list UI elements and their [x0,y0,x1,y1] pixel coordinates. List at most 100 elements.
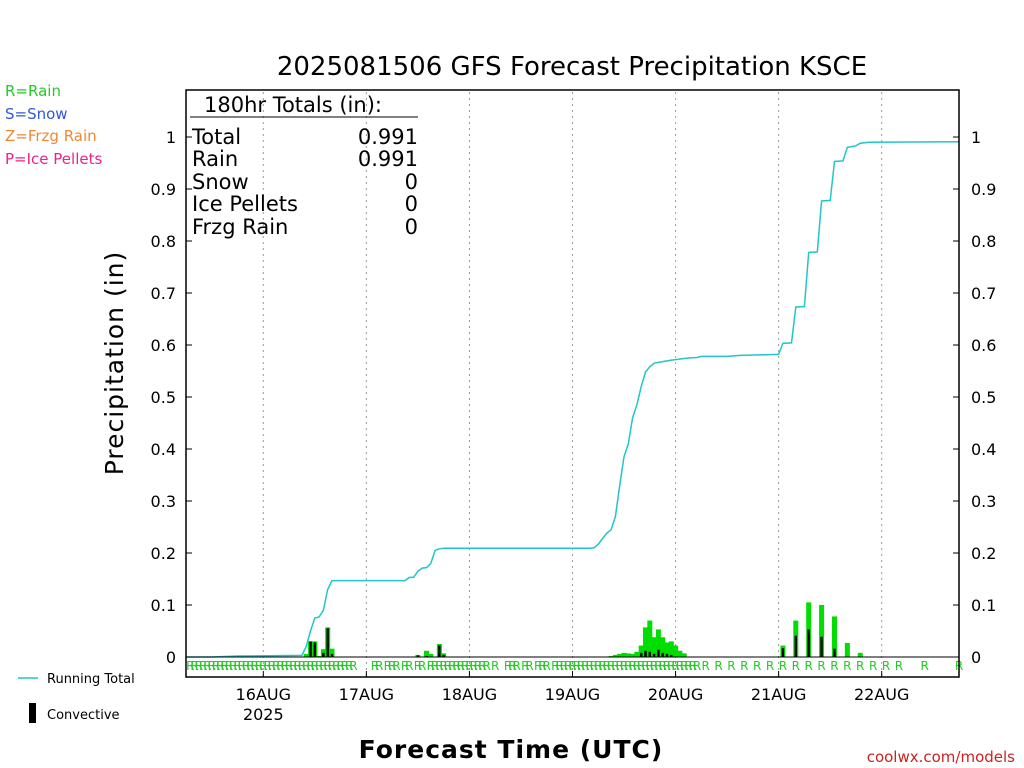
type-mark-rain: R [444,659,452,673]
type-mark-rain: R [306,659,314,673]
type-mark-rain: R [220,659,228,673]
type-mark-rain: R [671,659,679,673]
convective-bar [313,642,317,657]
x-tick-label: 16AUG [236,685,291,704]
type-mark-rain: R [246,659,254,673]
type-legend: R=Rain S=Snow Z=Frzg Rain P=Ice Pellets [5,82,102,168]
type-mark-rain: R [676,659,684,673]
y-tick-label-left: 0.2 [151,544,176,563]
type-mark-rain: R [482,659,490,673]
type-mark-rain: R [805,659,813,673]
type-mark-rain: R [448,659,456,673]
type-mark-rain: R [753,659,761,673]
totals-value-snow: 0 [405,170,418,194]
rain-bar [630,653,636,657]
y-tick-label-left: 0 [166,648,176,667]
y-tick-label-left: 1 [166,128,176,147]
type-mark-rain: R [212,659,220,673]
totals-value-ice-pellets: 0 [405,192,418,216]
type-mark-rain: R [693,659,701,673]
totals-box: 180hr Totals (in): Total 0.991 Rain 0.99… [190,93,418,239]
type-mark-rain: R [650,659,658,673]
rain-bar [655,629,661,657]
y-tick-label-right: 0.7 [971,284,996,303]
running-total-curve [186,140,960,658]
type-mark-rain: R [341,659,349,673]
y-tick-label-left: 0.5 [151,388,176,407]
convective-bar [330,653,334,657]
convective-bar [807,629,810,657]
y-tick-label-right: 0.9 [971,180,996,199]
convective-bar [652,653,656,657]
rain-bar [651,637,657,657]
type-mark-rain: R [190,659,198,673]
y-tick-label-left: 0.9 [151,180,176,199]
type-mark-rain: R [586,659,594,673]
grid [262,92,883,676]
rain-bar [428,653,434,657]
chart-title: 2025081506 GFS Forecast Precipitation KS… [277,52,867,82]
totals-value-total: 0.991 [358,125,418,149]
type-mark-rain: R [538,659,546,673]
type-mark-rain: R [242,659,250,673]
type-mark-rain: R [452,659,460,673]
convective-bar [322,652,325,657]
rain-bar [643,627,649,657]
type-mark-rain: R [641,659,649,673]
type-mark-rain: R [551,659,559,673]
rain-bar [423,650,429,657]
type-mark-rain: R [259,659,267,673]
type-mark-rain: R [401,659,409,673]
convective-bar [442,654,445,657]
type-mark-rain: R [663,659,671,673]
convective-bar [781,648,785,657]
x-tick-label: 18AUG [442,685,497,704]
type-mark-rain: R [603,659,611,673]
type-mark-rain: R [624,659,632,673]
rain-bar [664,642,670,657]
rain-bar [819,605,825,657]
type-mark-rain: R [289,659,297,673]
convective-bar [640,652,643,657]
type-mark-rain: R [470,659,478,673]
rain-bar [638,645,644,657]
type-mark-rain: R [414,659,422,673]
type-mark-rain: R [792,659,800,673]
type-mark-rain: R [195,659,203,673]
rain-bar [660,637,666,657]
type-mark-rain: R [478,659,486,673]
legend-snow: S=Snow [5,105,68,123]
y-tick-label-right: 0.5 [971,388,996,407]
type-mark-rain: R [233,659,241,673]
type-mark-rain: R [543,659,551,673]
x-tick-label: 19AUG [545,685,600,704]
type-mark-rain: R [714,659,722,673]
convective-bar [794,635,798,657]
type-mark-rain: R [620,659,628,673]
type-mark-rain: R [281,659,289,673]
running-total-line [186,140,960,658]
rain-bar [329,648,335,657]
type-mark-rain: R [491,659,499,673]
type-mark-rain: R [504,659,512,673]
type-mark-rain: R [375,659,383,673]
x-tick-label: 22AUG [854,685,909,704]
rain-bar [668,641,674,657]
y-tick-label-right: 0.4 [971,440,996,459]
convective-bar [309,641,312,657]
convective-bar [326,628,329,657]
y-tick-label-right: 0.3 [971,492,996,511]
y-tick-label-left: 0.8 [151,232,176,251]
type-mark-rain: R [581,659,589,673]
type-mark-rain: R [199,659,207,673]
type-mark-rain: R [628,659,636,673]
type-mark-rain: R [457,659,465,673]
type-mark-rain: R [349,659,357,673]
type-mark-rain: R [534,659,542,673]
credit-text: coolwx.com/models [867,748,1015,766]
convective-bar [657,649,660,657]
type-mark-rain: R [680,659,688,673]
rain-bar [612,654,618,657]
type-mark-rain: R [405,659,413,673]
type-mark-rain: R [431,659,439,673]
